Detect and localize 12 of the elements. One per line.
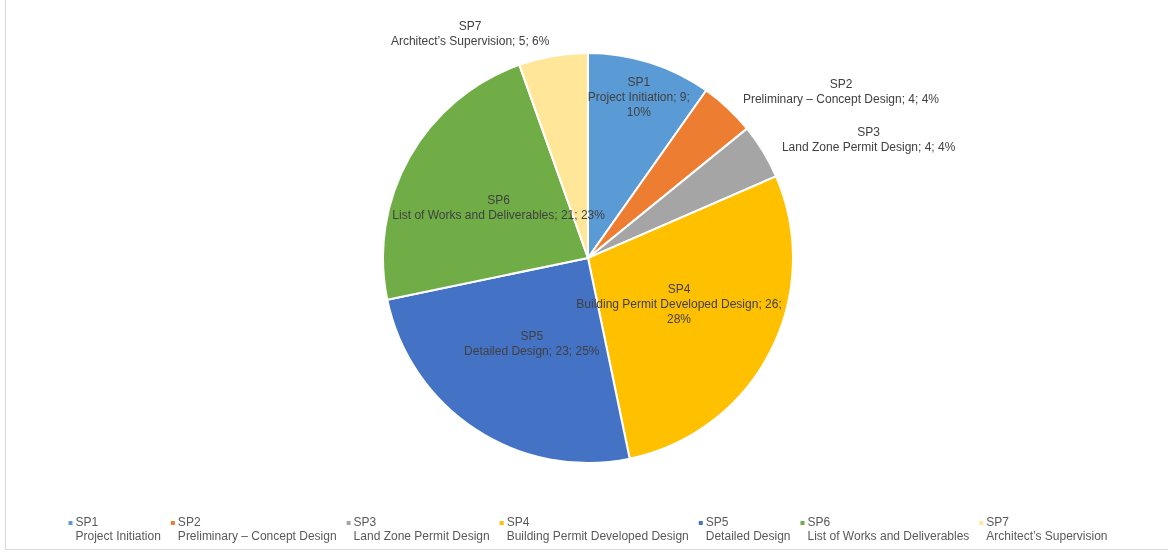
data-label: SP7 Architect’s Supervision; 5; 6%	[390, 19, 550, 49]
data-label: SP3 Land Zone Permit Design; 4; 4%	[781, 124, 956, 154]
legend-label: SP7 Architect’s Supervision	[986, 515, 1108, 544]
legend-label: SP3 Land Zone Permit Design	[353, 515, 490, 544]
legend-label: SP2 Preliminary – Concept Design	[177, 515, 337, 544]
data-label: SP2 Preliminary – Concept Design; 4; 4%	[742, 76, 940, 106]
data-label: SP4 Building Permit Developed Design; 26; 28%	[576, 282, 782, 327]
legend-label: SP4 Building Permit Developed Design	[506, 515, 689, 544]
legend-label: SP5 Detailed Design	[705, 515, 791, 544]
legend-label: SP6 List of Works and Deliverables	[807, 515, 970, 544]
legend-label: SP1 Project Initiation	[75, 515, 161, 544]
data-label: SP5 Detailed Design; 23; 25%	[464, 328, 600, 358]
